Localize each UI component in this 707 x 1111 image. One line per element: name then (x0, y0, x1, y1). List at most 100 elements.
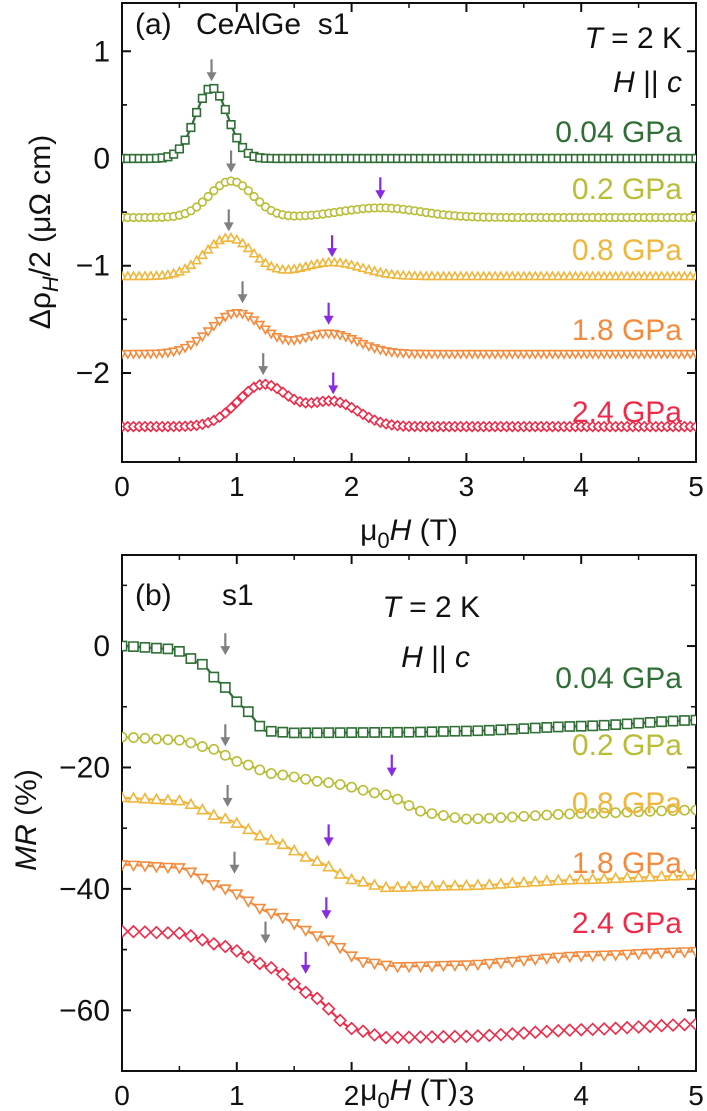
data-point (173, 734, 185, 746)
purple-arrow-marker (321, 897, 332, 920)
data-point (449, 812, 461, 824)
data-point (562, 1023, 577, 1038)
data-point (518, 810, 530, 822)
data-point (287, 844, 301, 856)
series-0.04-gpa (122, 83, 696, 164)
data-point (242, 706, 254, 718)
data-point (610, 719, 622, 731)
x-tick-label: 5 (688, 471, 704, 502)
data-point (162, 643, 174, 655)
data-point (528, 954, 542, 967)
data-point (218, 812, 232, 824)
data-point (282, 390, 295, 402)
y-tick-label: −20 (59, 751, 110, 784)
data-point (195, 873, 209, 886)
series-0.8-gpa (122, 231, 696, 281)
panel-a-arrows (206, 59, 386, 395)
panel-a-x-axis-label: μ0H (T) (360, 514, 458, 553)
data-point (265, 725, 277, 737)
data-point (368, 878, 381, 890)
data-point (551, 952, 565, 964)
data-point (161, 926, 175, 940)
data-point (425, 961, 439, 973)
data-point (415, 726, 426, 738)
data-point (516, 1026, 531, 1040)
data-point (448, 1029, 462, 1044)
data-point (390, 1030, 405, 1045)
data-point (241, 822, 255, 835)
series-line (122, 930, 696, 1039)
data-point (598, 807, 610, 819)
data-point (380, 267, 392, 278)
data-point (369, 727, 380, 738)
panel-a-series (122, 83, 696, 433)
data-point (380, 789, 392, 801)
data-point (287, 977, 302, 991)
purple-arrow-marker (328, 372, 339, 395)
data-point (298, 985, 313, 1000)
data-point (415, 805, 426, 817)
data-point (300, 333, 312, 344)
data-point (138, 792, 152, 804)
x-tick-label: 3 (459, 471, 475, 502)
data-point (529, 810, 541, 822)
data-point (138, 925, 152, 939)
data-point (689, 1017, 696, 1032)
data-point (265, 260, 277, 271)
data-point (482, 878, 496, 890)
panel-b: 0 1 2 3 4 5 0 −20 −40 −60 0.04 GPa 0.2 GPa 0.8 GPa 1… (10, 554, 704, 1111)
data-point (351, 260, 363, 271)
data-point (243, 186, 253, 196)
data-point (225, 231, 237, 242)
data-point (356, 1024, 370, 1039)
data-point (380, 726, 392, 738)
data-point (232, 133, 242, 143)
gray-arrow-marker (226, 150, 237, 173)
panel-a: 0 1 2 3 4 5 1 0 −1 −2 0.04 GPa 0.2 GPa 0.8 GPa 1.8 G… (24, 2, 704, 553)
data-point (392, 726, 403, 738)
data-point (214, 91, 225, 101)
data-point (230, 816, 244, 828)
data-point (323, 777, 335, 789)
x-tick-label: 5 (688, 1080, 704, 1111)
data-point (277, 726, 289, 738)
data-point (598, 719, 610, 731)
data-point (471, 959, 485, 972)
data-point (564, 808, 576, 820)
data-point (563, 951, 577, 964)
data-point (287, 919, 301, 931)
data-point (632, 949, 646, 961)
data-point (633, 717, 644, 729)
data-point (610, 807, 622, 819)
data-point (666, 947, 680, 959)
data-point (253, 903, 267, 916)
data-point (214, 316, 226, 327)
data-point (197, 93, 207, 103)
data-point (426, 726, 438, 738)
data-point (185, 653, 197, 664)
data-point (403, 726, 415, 738)
data-point (138, 861, 152, 873)
series-label: 2.4 GPa (572, 907, 682, 940)
data-point (346, 781, 357, 793)
data-point (575, 808, 587, 820)
data-point (495, 724, 507, 736)
data-point (151, 733, 162, 745)
data-point (436, 1029, 451, 1044)
data-point (179, 343, 191, 354)
data-point (208, 671, 220, 683)
y-tick-label: −2 (76, 357, 110, 390)
data-point (632, 870, 646, 883)
data-point (339, 398, 352, 411)
data-point (191, 254, 203, 265)
data-point (248, 316, 260, 327)
data-point (264, 908, 278, 921)
data-point (122, 924, 129, 939)
data-point (633, 806, 644, 818)
data-point (264, 960, 279, 975)
data-point (299, 850, 313, 862)
data-point (620, 871, 634, 883)
data-point (139, 641, 151, 653)
series-2.4-gpa (122, 378, 696, 433)
